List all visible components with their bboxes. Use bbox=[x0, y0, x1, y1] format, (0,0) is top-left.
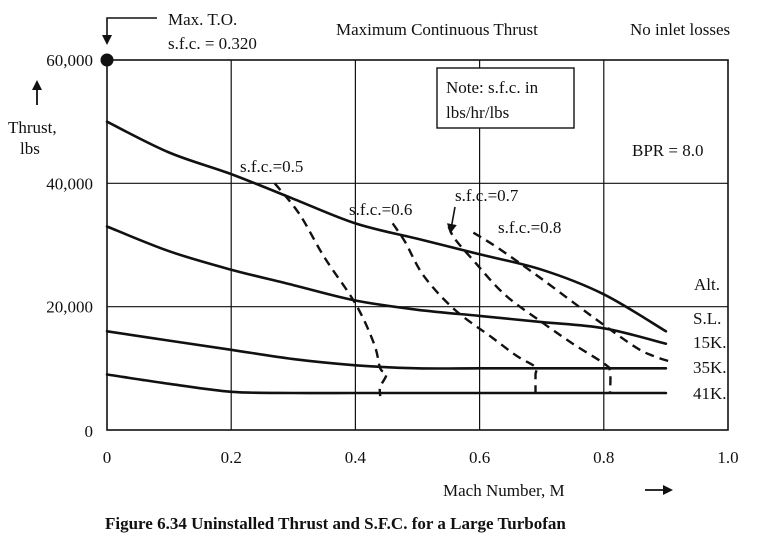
x-tick-label: 0.8 bbox=[593, 448, 614, 467]
plot-frame bbox=[106, 59, 729, 431]
axis-ticks: 0 0.2 0.4 0.6 0.8 1.0 0 20,000 40,000 60,000 bbox=[46, 51, 738, 467]
altitude-label-sl: S.L. bbox=[693, 309, 721, 328]
altitude-label-41k: 41K. bbox=[693, 384, 727, 403]
sfc-label-1: s.f.c.=0.5 bbox=[240, 157, 303, 176]
thrust-curve-41k bbox=[105, 373, 668, 395]
sfc-line-3 bbox=[447, 225, 612, 394]
sfc-line-2 bbox=[391, 222, 539, 393]
sfc-line-4 bbox=[472, 231, 673, 364]
y-axis-label-line1: Thrust, bbox=[8, 118, 57, 137]
max-to-arrow bbox=[102, 17, 157, 45]
figure-caption: Figure 6.34 Uninstalled Thrust and S.F.C… bbox=[105, 514, 566, 533]
chart-labels: Max. T.O. s.f.c. = 0.320 Maximum Continuou… bbox=[8, 10, 730, 533]
x-axis-label: Mach Number, M bbox=[443, 481, 565, 500]
altitude-label-35k: 35K. bbox=[693, 358, 727, 377]
thrust-curves bbox=[105, 120, 668, 395]
y-axis-label-line2: lbs bbox=[20, 139, 40, 158]
altitude-label-15k: 15K. bbox=[693, 333, 727, 352]
sfc-curves bbox=[273, 182, 673, 397]
y-tick-label: 40,000 bbox=[46, 174, 93, 193]
note-box-line1: Note: s.f.c. in bbox=[446, 78, 539, 97]
thrust-curve-sl bbox=[105, 120, 668, 333]
y-tick-label: 60,000 bbox=[46, 51, 93, 70]
note-box bbox=[436, 67, 575, 129]
x-tick-label: 0.2 bbox=[221, 448, 242, 467]
max-to-label: Max. T.O. bbox=[168, 10, 237, 29]
sfc-label-2: s.f.c.=0.6 bbox=[349, 200, 412, 219]
x-tick-label: 0.4 bbox=[345, 448, 367, 467]
sfc-label-3: s.f.c.=0.7 bbox=[455, 186, 519, 205]
y-tick-label: 0 bbox=[85, 422, 94, 441]
note-box-line2: lbs/hr/lbs bbox=[446, 103, 509, 122]
inlet-note: No inlet losses bbox=[630, 20, 730, 39]
bpr-label: BPR = 8.0 bbox=[632, 141, 703, 160]
thrust-curve-15k bbox=[105, 225, 668, 345]
max-to-point bbox=[100, 53, 114, 67]
sfc-line-1 bbox=[273, 182, 388, 397]
chart-title: Maximum Continuous Thrust bbox=[336, 20, 538, 39]
chart-grid bbox=[106, 59, 729, 431]
sfc-07-arrow bbox=[446, 206, 457, 234]
max-to-sfc-label: s.f.c. = 0.320 bbox=[168, 34, 257, 53]
thrust-curve-35k bbox=[105, 330, 668, 370]
x-tick-label: 0.6 bbox=[469, 448, 490, 467]
x-tick-label: 1.0 bbox=[717, 448, 738, 467]
altitude-header: Alt. bbox=[694, 275, 720, 294]
y-tick-label: 20,000 bbox=[46, 298, 93, 317]
sfc-label-4: s.f.c.=0.8 bbox=[498, 218, 561, 237]
x-tick-label: 0 bbox=[103, 448, 112, 467]
